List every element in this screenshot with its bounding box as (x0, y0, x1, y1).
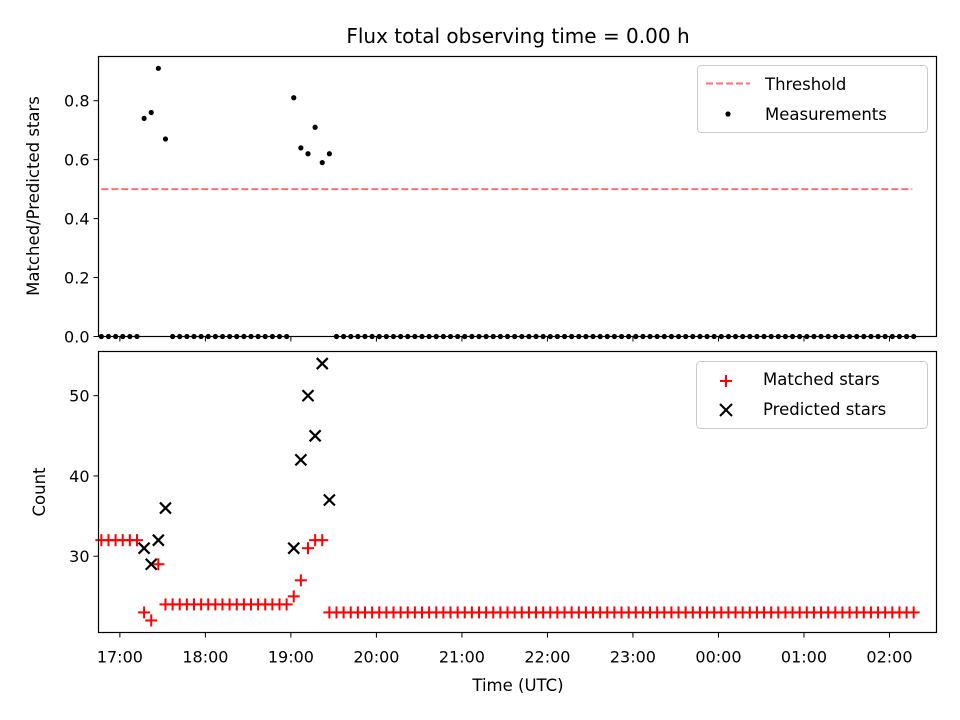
matched-point (138, 606, 151, 619)
ratio-y-ticks: 0.0 0.2 0.4 0.6 0.8 (64, 92, 99, 347)
ratio-y-tick-label: 0.0 (64, 328, 89, 347)
matched-point (280, 598, 293, 611)
count-y-axis-label: Count (30, 467, 49, 517)
ratio-legend: Threshold Measurements (697, 65, 928, 133)
ratio-x-ticks (119, 336, 890, 342)
predicted-point (323, 493, 336, 507)
measurement-point (291, 95, 297, 101)
count-x-tick-label: 19:00 (268, 648, 314, 667)
count-x-ticks: 17:00 18:00 19:00 20:00 21:00 22:00 23:00 00:00… (97, 632, 913, 667)
ratio-y-tick-label: 0.8 (64, 92, 89, 111)
measurement-point (326, 151, 332, 157)
ratio-y-axis-label: Matched/Predicted stars (24, 96, 43, 296)
predicted-point (315, 357, 329, 370)
count-panel: Count 30 40 50 17:00 18:00 19:00 20:00 21:00 22… (30, 350, 938, 667)
matched-legend-label: Matched stars (763, 370, 880, 389)
predicted-point (301, 389, 315, 402)
predicted-point (144, 557, 158, 571)
predicted-point (137, 541, 151, 555)
predicted-point (159, 501, 172, 515)
matched-point (152, 558, 165, 571)
ratio-y-tick-label: 0.6 (64, 151, 89, 170)
matched-point (907, 606, 920, 619)
measurement-point (141, 115, 147, 121)
count-x-tick-label: 18:00 (182, 648, 228, 667)
count-x-tick-label: 22:00 (524, 648, 570, 667)
count-x-tick-label: 21:00 (439, 648, 485, 667)
matched-point (316, 534, 329, 547)
matched-point (130, 534, 143, 547)
measurement-point (148, 109, 154, 116)
count-plot-frame (97, 350, 938, 634)
count-legend-frame (696, 361, 928, 429)
matched-point (287, 590, 300, 603)
ratio-y-tick-label: 0.2 (64, 269, 89, 288)
count-x-tick-label: 17:00 (97, 648, 143, 667)
count-y-ticks: 30 40 50 (69, 387, 99, 566)
count-x-tick-label: 02:00 (866, 648, 912, 667)
matched-series (95, 534, 920, 627)
matched-legend-swatch (720, 375, 732, 387)
measurement-point (298, 145, 304, 151)
count-x-tick-label: 01:00 (781, 648, 827, 667)
count-x-tick-label: 23:00 (610, 648, 656, 667)
measurement-point (319, 160, 325, 166)
predicted-series (137, 357, 336, 571)
count-y-tick-label: 50 (69, 387, 89, 406)
x-axis-label: Time (UTC) (471, 676, 563, 695)
matched-point (302, 542, 314, 555)
count-y-tick-label: 30 (69, 547, 89, 566)
ratio-y-tick-label: 0.4 (64, 210, 89, 229)
predicted-point (287, 541, 301, 555)
ratio-plot-frame (97, 55, 938, 338)
measurements-legend-swatch (725, 111, 731, 117)
count-x-tick-label: 20:00 (353, 648, 399, 667)
measurements-legend-label: Measurements (765, 105, 887, 124)
predicted-point (294, 453, 308, 467)
predicted-point (152, 533, 165, 547)
measurement-point (155, 65, 161, 71)
predicted-legend-label: Predicted stars (763, 400, 886, 419)
predicted-legend-swatch (719, 403, 733, 417)
count-legend: Matched stars Predicted stars (696, 361, 928, 429)
ratio-legend-frame (697, 65, 928, 133)
count-x-tick-label: 00:00 (695, 648, 741, 667)
figure-title: Flux total observing time = 0.00 h (346, 24, 689, 48)
measurement-point (305, 151, 311, 157)
matched-point (145, 614, 158, 627)
measurement-point (312, 124, 318, 130)
measurement-point (162, 136, 169, 142)
ratio-panel: Matched/Predicted stars 0.00.20.40.60.8 … (24, 55, 938, 347)
threshold-legend-label: Threshold (764, 75, 846, 94)
predicted-point (308, 429, 322, 443)
matched-point (294, 574, 307, 587)
count-y-tick-label: 40 (69, 467, 89, 486)
